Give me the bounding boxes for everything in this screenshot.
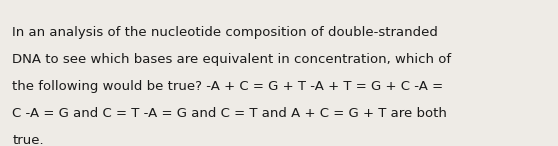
Text: true.: true.	[12, 134, 44, 146]
Text: C -A = G and C = T -A = G and C = T and A + C = G + T are both: C -A = G and C = T -A = G and C = T and …	[12, 107, 447, 120]
Text: DNA to see which bases are equivalent in concentration, which of: DNA to see which bases are equivalent in…	[12, 53, 451, 66]
Text: In an analysis of the nucleotide composition of double-stranded: In an analysis of the nucleotide composi…	[12, 26, 438, 39]
Text: the following would be true? -A + C = G + T -A + T = G + C -A =: the following would be true? -A + C = G …	[12, 80, 444, 93]
